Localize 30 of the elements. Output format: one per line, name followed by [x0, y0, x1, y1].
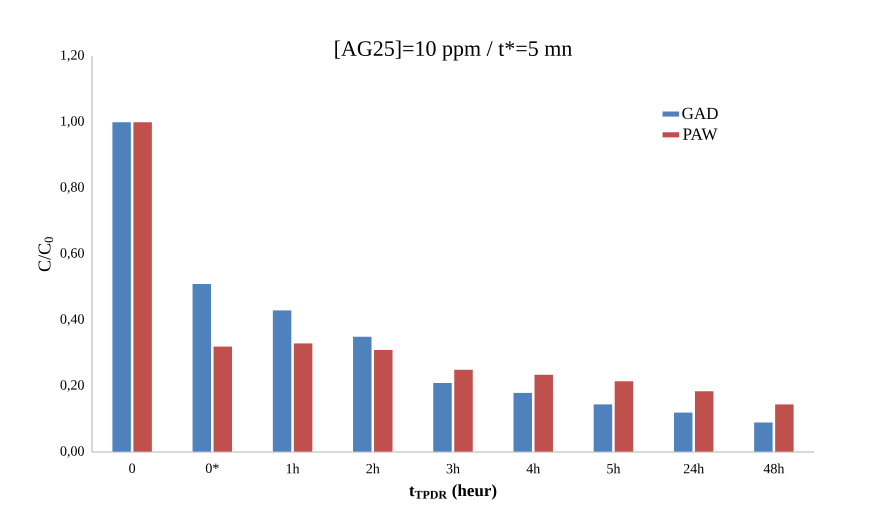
bar [293, 342, 313, 452]
bar [374, 349, 394, 452]
bar [213, 346, 233, 452]
y-tick-label: 1,00 [61, 116, 84, 128]
x-tick-label: 2h [366, 464, 380, 474]
chart-title: [AG25]=10 ppm / t*=5 mn [335, 40, 572, 60]
legend-label: GAD [682, 108, 718, 120]
bar [534, 374, 554, 452]
x-tick-label: 1h [286, 464, 300, 474]
x-tick-label: 0* [206, 464, 219, 473]
x-tick-label: 48h [764, 464, 784, 474]
y-tick-label: 1,20 [61, 50, 84, 62]
x-tick-label: 4h [526, 464, 540, 474]
bar [614, 380, 634, 452]
bar [774, 404, 794, 452]
y-tick-label: 0,60 [60, 248, 84, 260]
x-tick-label: 0 [129, 464, 136, 473]
bar [454, 369, 474, 452]
legend-label: PAW [683, 128, 718, 140]
x-tick-label: 5h [607, 464, 620, 474]
x-tick-label: 24h [684, 464, 704, 474]
y-tick-label: 0,20 [60, 380, 84, 392]
x-axis-title: t$_{TPDR}$ (heur) [409, 484, 496, 500]
y-tick-label: 0,80 [60, 182, 84, 194]
y-tick-label: 0,00 [60, 446, 84, 458]
y-tick-label: 0,40 [60, 314, 84, 326]
x-tick-label: 3h [446, 464, 460, 474]
y-axis-title: C/C$_{0}$ [38, 237, 54, 272]
bar [694, 390, 714, 452]
bar [132, 122, 152, 452]
